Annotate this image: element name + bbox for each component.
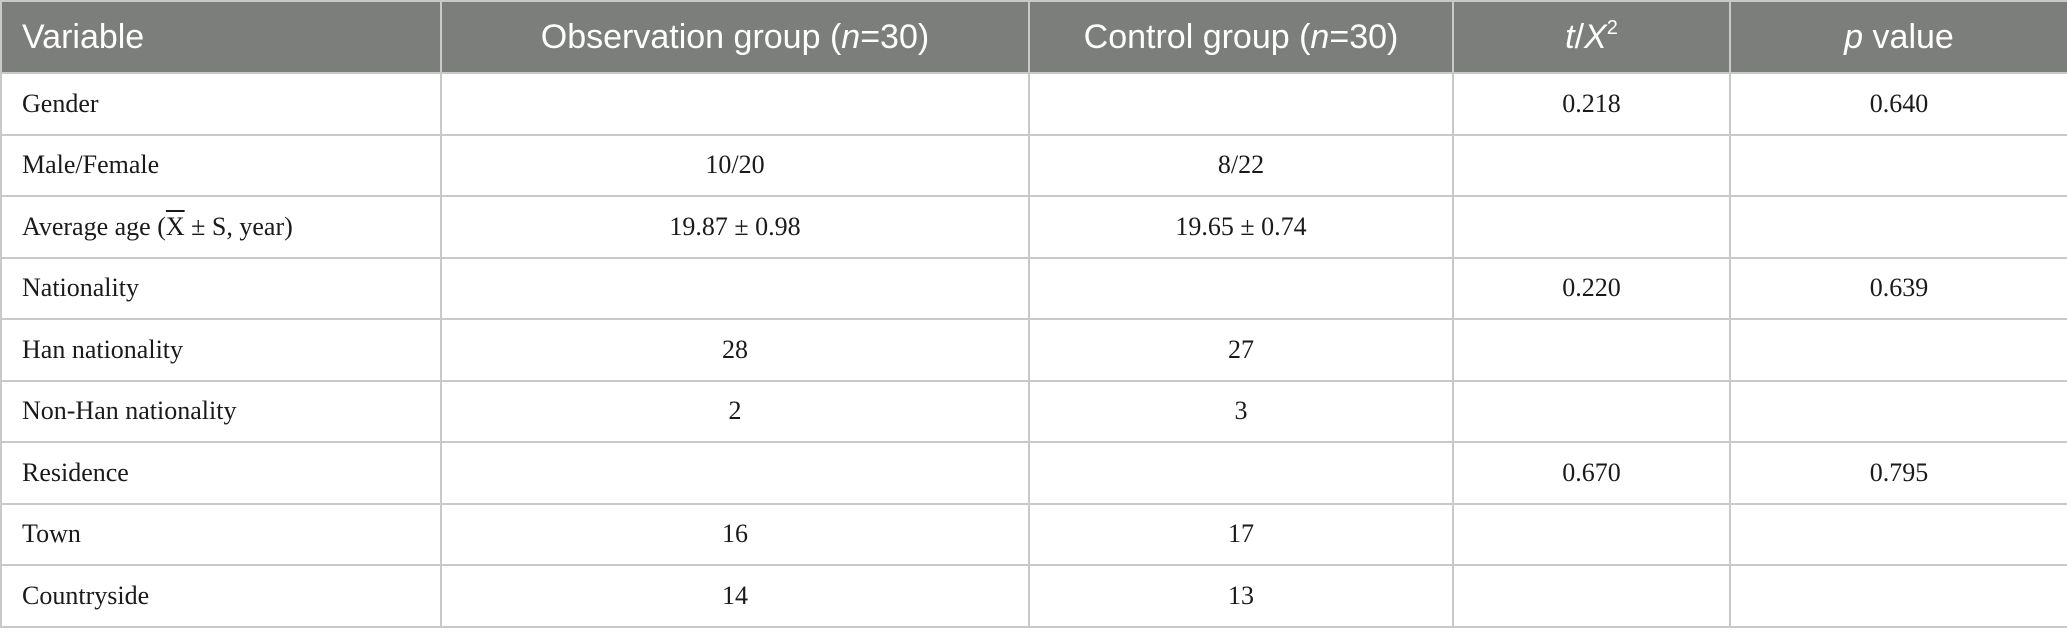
table-row: Town 16 17: [0, 502, 2067, 566]
header-observation-group: Observation group (n=30): [440, 0, 1030, 74]
table-row: Gender 0.218 0.640: [0, 72, 2067, 136]
header-control-group: Control group (n=30): [1028, 0, 1454, 74]
cell-statistic: 0.218: [1452, 72, 1731, 136]
cell-variable-suffix: ± S, year): [184, 211, 293, 241]
header-control-suffix: =30): [1329, 17, 1399, 56]
table-row: Han nationality 28 27: [0, 318, 2067, 382]
header-p-value: p value: [1729, 0, 2067, 74]
cell-p-value: [1729, 564, 2067, 628]
cell-variable: Nationality: [0, 256, 442, 320]
cell-control: 3: [1028, 379, 1454, 443]
cell-p-value: [1729, 133, 2067, 197]
cell-control: [1028, 441, 1454, 505]
header-test-statistic: t/X2: [1452, 0, 1731, 74]
header-row: Variable Observation group (n=30) Contro…: [0, 0, 2067, 74]
table-row: Nationality 0.220 0.639: [0, 256, 2067, 320]
header-test-t: t: [1565, 17, 1575, 56]
header-p-letter: p: [1844, 17, 1864, 56]
cell-variable: Residence: [0, 441, 442, 505]
table-header: Variable Observation group (n=30) Contro…: [0, 0, 2067, 74]
cell-observation: 28: [440, 318, 1030, 382]
cell-p-value: 0.640: [1729, 72, 2067, 136]
table-row: Countryside 14 13: [0, 564, 2067, 628]
cell-statistic: [1452, 195, 1731, 259]
header-observation-suffix: =30): [860, 17, 930, 56]
data-table: Variable Observation group (n=30) Contro…: [0, 0, 2067, 628]
header-control-n: n: [1310, 17, 1330, 56]
header-test-x: X: [1584, 17, 1607, 56]
cell-statistic: [1452, 502, 1731, 566]
cell-p-value: [1729, 195, 2067, 259]
cell-control: 17: [1028, 502, 1454, 566]
cell-variable: Gender: [0, 72, 442, 136]
cell-variable-prefix: Average age (: [22, 211, 166, 241]
cell-observation: 19.87 ± 0.98: [440, 195, 1030, 259]
header-observation-n: n: [841, 17, 861, 56]
cell-p-value: 0.795: [1729, 441, 2067, 505]
cell-control: 19.65 ± 0.74: [1028, 195, 1454, 259]
table-row: Non-Han nationality 2 3: [0, 379, 2067, 443]
cell-control: [1028, 72, 1454, 136]
cell-observation: 16: [440, 502, 1030, 566]
table-row: Average age (X ± S, year) 19.87 ± 0.98 1…: [0, 195, 2067, 259]
cell-statistic: [1452, 379, 1731, 443]
cell-observation: [440, 72, 1030, 136]
cell-observation: [440, 256, 1030, 320]
cell-statistic: [1452, 564, 1731, 628]
cell-observation: 2: [440, 379, 1030, 443]
table-row: Residence 0.670 0.795: [0, 441, 2067, 505]
cell-variable: Countryside: [0, 564, 442, 628]
cell-control: 8/22: [1028, 133, 1454, 197]
header-test-slash: /: [1574, 17, 1585, 56]
header-variable: Variable: [0, 0, 442, 74]
header-control-prefix: Control group (: [1083, 17, 1311, 56]
cell-variable: Han nationality: [0, 318, 442, 382]
cell-statistic: [1452, 318, 1731, 382]
cell-p-value: 0.639: [1729, 256, 2067, 320]
header-p-suffix: value: [1863, 17, 1954, 56]
cell-variable: Town: [0, 502, 442, 566]
header-observation-prefix: Observation group (: [540, 17, 842, 56]
table-body: Gender 0.218 0.640 Male/Female 10/20 8/2…: [0, 72, 2067, 628]
table-row: Male/Female 10/20 8/22: [0, 133, 2067, 197]
cell-variable-xbar: X: [165, 211, 185, 241]
cell-statistic: [1452, 133, 1731, 197]
header-test-sup: 2: [1606, 16, 1618, 39]
cell-control: 13: [1028, 564, 1454, 628]
cell-p-value: [1729, 502, 2067, 566]
cell-p-value: [1729, 379, 2067, 443]
cell-observation: 10/20: [440, 133, 1030, 197]
cell-observation: [440, 441, 1030, 505]
cell-variable: Male/Female: [0, 133, 442, 197]
cell-variable: Average age (X ± S, year): [0, 195, 442, 259]
cell-control: [1028, 256, 1454, 320]
cell-statistic: 0.220: [1452, 256, 1731, 320]
cell-observation: 14: [440, 564, 1030, 628]
cell-variable: Non-Han nationality: [0, 379, 442, 443]
cell-statistic: 0.670: [1452, 441, 1731, 505]
cell-p-value: [1729, 318, 2067, 382]
cell-control: 27: [1028, 318, 1454, 382]
